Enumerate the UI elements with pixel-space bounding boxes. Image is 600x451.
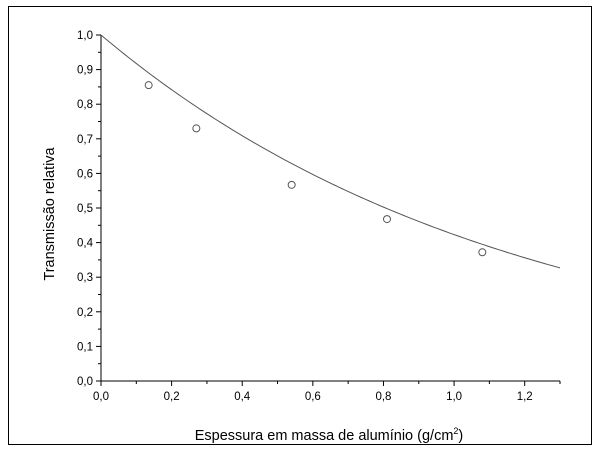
y-tick-label: 0,6 — [77, 168, 93, 180]
y-tick-label: 1,0 — [77, 30, 93, 42]
x-tick-label: 0,2 — [164, 391, 180, 403]
x-tick-label: 0,6 — [305, 391, 321, 403]
y-tick-label: 0,7 — [77, 134, 93, 146]
axes — [100, 35, 560, 382]
y-tick-label: 0,1 — [77, 341, 93, 353]
x-axis-ticks: 0,0 0,2 0,4 0,6 0,8 1,0 1,2 — [93, 381, 561, 403]
x-axis-title: Espessura em massa de alumínio (g/cm2) — [195, 426, 464, 444]
y-tick-label: 0,3 — [77, 272, 93, 284]
data-point — [478, 248, 487, 257]
y-tick-label: 0,4 — [77, 238, 94, 250]
y-tick-label: 0,8 — [77, 99, 93, 111]
x-tick-label: 0,8 — [375, 391, 391, 403]
data-point — [382, 215, 391, 224]
y-tick-label: 0,9 — [77, 65, 93, 77]
y-axis-ticks: 0,0 0,1 0,2 0,3 0,4 0,5 0,6 0,7 0,8 0,9 1,0 — [77, 30, 101, 388]
data-point — [287, 180, 296, 189]
y-tick-label: 0,2 — [77, 307, 93, 319]
x-tick-label: 1,2 — [517, 391, 533, 403]
y-tick-label: 0,0 — [77, 376, 93, 388]
chart-frame — [8, 6, 592, 445]
fit-curve — [100, 34, 561, 269]
x-tick-label: 0,4 — [234, 391, 251, 403]
y-tick-label: 0,5 — [77, 203, 93, 215]
x-tick-label: 1,0 — [446, 391, 462, 403]
data-points — [144, 81, 487, 257]
data-point — [192, 124, 201, 133]
x-tick-label: 0,0 — [93, 391, 109, 403]
y-axis-title: Transmissão relativa — [42, 146, 58, 280]
data-point — [144, 81, 153, 90]
